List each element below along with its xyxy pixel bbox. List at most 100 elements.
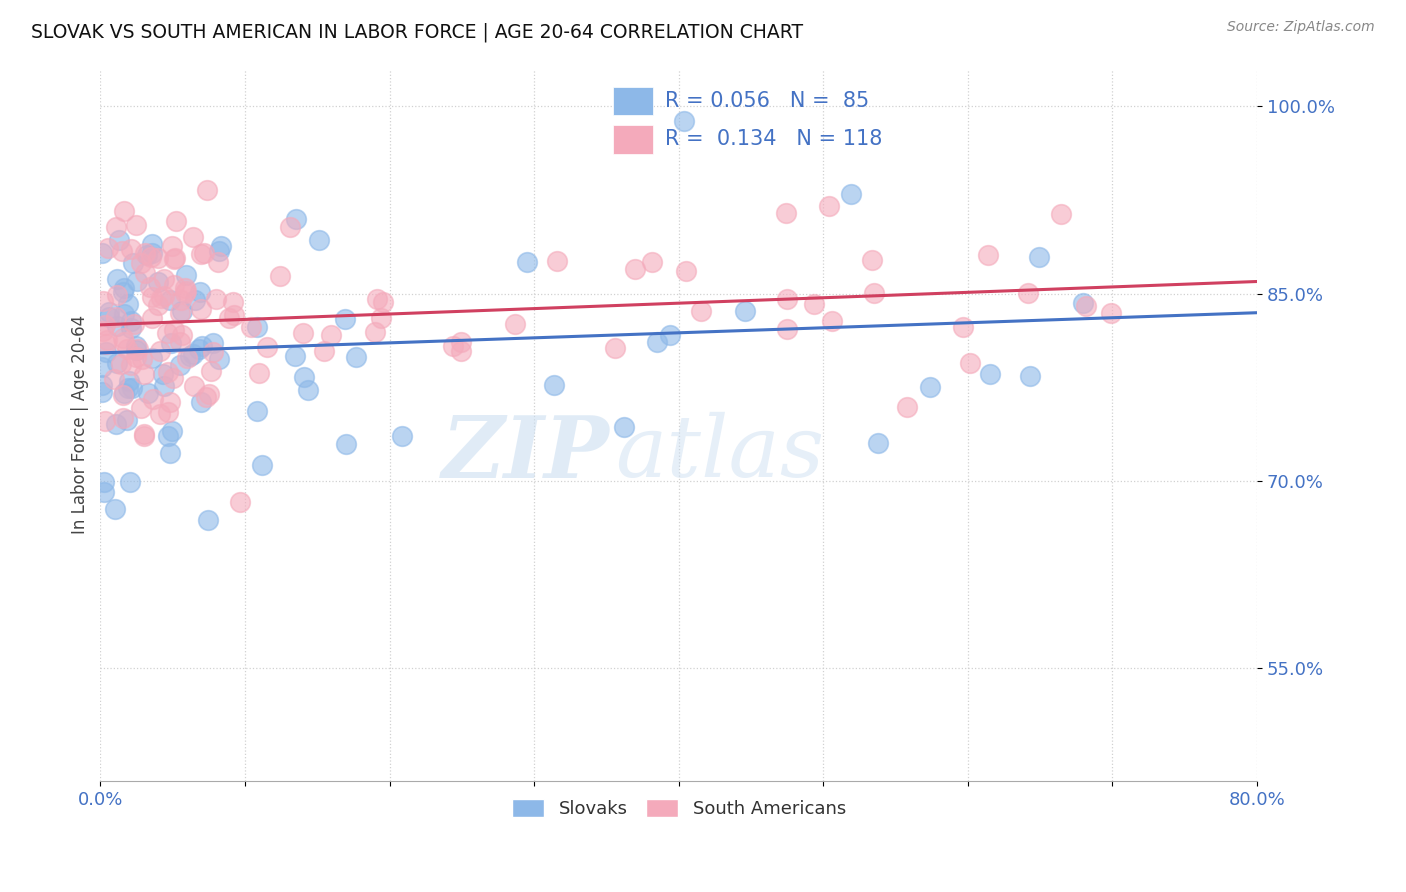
Point bbox=[149, 407, 172, 421]
Point bbox=[839, 186, 862, 201]
Point bbox=[111, 388, 134, 402]
Point bbox=[218, 310, 240, 325]
Point bbox=[335, 437, 357, 451]
Point bbox=[93, 485, 115, 500]
Point bbox=[776, 322, 799, 336]
Point bbox=[246, 319, 269, 334]
Point bbox=[979, 367, 1001, 381]
Point bbox=[1049, 207, 1071, 221]
Point bbox=[222, 294, 245, 309]
Point bbox=[117, 297, 139, 311]
Point bbox=[188, 285, 211, 299]
Point bbox=[152, 368, 174, 382]
Point bbox=[127, 343, 149, 357]
Point bbox=[156, 326, 179, 340]
Point bbox=[111, 411, 134, 425]
Text: atlas: atlas bbox=[614, 412, 824, 494]
Point bbox=[371, 294, 394, 309]
Text: SLOVAK VS SOUTH AMERICAN IN LABOR FORCE | AGE 20-64 CORRELATION CHART: SLOVAK VS SOUTH AMERICAN IN LABOR FORCE … bbox=[31, 22, 803, 42]
Point bbox=[96, 241, 118, 255]
Point bbox=[125, 218, 148, 232]
Point bbox=[93, 475, 115, 489]
Point bbox=[117, 413, 139, 427]
Point bbox=[1076, 299, 1098, 313]
Point bbox=[141, 311, 163, 326]
Point bbox=[139, 280, 162, 294]
Point bbox=[141, 245, 163, 260]
Point bbox=[190, 302, 212, 317]
Point bbox=[121, 256, 143, 270]
Point bbox=[193, 245, 215, 260]
Point bbox=[108, 233, 131, 247]
Point bbox=[364, 325, 387, 339]
Point bbox=[952, 319, 974, 334]
Point bbox=[672, 114, 695, 128]
Point bbox=[183, 230, 205, 244]
Point bbox=[284, 349, 307, 363]
Point bbox=[120, 314, 142, 328]
Point bbox=[198, 387, 221, 401]
Point bbox=[866, 436, 889, 450]
Point bbox=[308, 233, 330, 247]
Point bbox=[104, 501, 127, 516]
Point bbox=[195, 182, 218, 196]
Point bbox=[370, 311, 392, 326]
Point bbox=[291, 326, 314, 341]
Text: Source: ZipAtlas.com: Source: ZipAtlas.com bbox=[1227, 20, 1375, 34]
Point bbox=[96, 333, 118, 347]
Point bbox=[132, 426, 155, 441]
Point bbox=[817, 199, 839, 213]
Point bbox=[169, 293, 191, 308]
Point bbox=[208, 244, 231, 258]
Point bbox=[162, 370, 184, 384]
Point bbox=[91, 359, 114, 374]
Point bbox=[120, 359, 142, 373]
Point bbox=[208, 352, 231, 367]
Point bbox=[163, 252, 186, 267]
Point bbox=[169, 358, 191, 372]
Point bbox=[734, 304, 756, 318]
Point bbox=[959, 356, 981, 370]
Point bbox=[136, 385, 159, 400]
Point bbox=[174, 268, 197, 282]
Point bbox=[169, 335, 191, 350]
Point bbox=[297, 383, 319, 397]
Point bbox=[91, 377, 114, 392]
Point bbox=[1018, 369, 1040, 384]
Point bbox=[250, 458, 273, 472]
Point bbox=[820, 314, 842, 328]
Point bbox=[112, 285, 135, 300]
Point bbox=[775, 206, 797, 220]
Point bbox=[209, 239, 232, 253]
Point bbox=[91, 246, 114, 260]
Point bbox=[187, 342, 209, 356]
Point bbox=[207, 255, 229, 269]
Point bbox=[160, 424, 183, 438]
Point bbox=[141, 351, 163, 366]
Point bbox=[156, 405, 179, 419]
Point bbox=[112, 307, 135, 321]
Point bbox=[1099, 306, 1122, 320]
Point bbox=[312, 343, 335, 358]
Point bbox=[115, 342, 138, 356]
Point bbox=[163, 323, 186, 337]
Point bbox=[503, 317, 526, 331]
Point bbox=[450, 335, 472, 350]
Point bbox=[157, 365, 180, 379]
Point bbox=[172, 304, 194, 318]
Point bbox=[645, 334, 668, 349]
Point bbox=[176, 351, 198, 365]
Point bbox=[179, 349, 201, 363]
Point bbox=[91, 294, 114, 309]
Point bbox=[120, 242, 142, 256]
Point bbox=[141, 290, 163, 304]
Point bbox=[612, 420, 634, 434]
Point bbox=[132, 429, 155, 443]
Point bbox=[184, 293, 207, 308]
Point bbox=[229, 495, 252, 509]
Point bbox=[112, 204, 135, 219]
Point bbox=[239, 319, 262, 334]
Point bbox=[134, 266, 156, 280]
Point bbox=[659, 328, 682, 343]
Point bbox=[641, 255, 664, 269]
